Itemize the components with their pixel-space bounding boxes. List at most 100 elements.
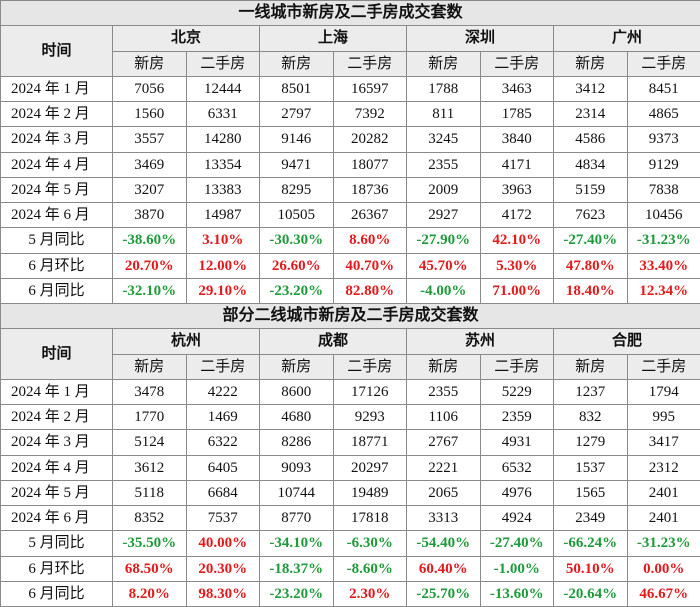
time-header: 时间 [1,329,113,380]
data-cell: 3612 [113,455,187,480]
data-cell: 1788 [407,76,481,101]
sub-header: 二手房 [186,354,260,379]
ratio-cell: 5.30% [480,253,554,278]
ratio-cell: -4.00% [407,278,481,303]
data-cell: 4680 [260,405,334,430]
ratio-cell: -23.20% [260,581,334,606]
ratio-label: 6 月同比 [1,278,113,303]
city-row: 时间北京上海深圳广州 [1,26,700,51]
data-cell: 3417 [627,430,700,455]
ratio-cell: -13.60% [480,581,554,606]
sub-header: 二手房 [480,51,554,76]
data-cell: 9373 [627,127,700,152]
data-cell: 5229 [480,379,554,404]
row-label: 2024 年 3 月 [1,430,113,455]
ratio-row: 6 月同比-32.10%29.10%-23.20%82.80%-4.00%71.… [1,278,700,303]
data-cell: 995 [627,405,700,430]
data-cell: 2009 [407,177,481,202]
data-cell: 4171 [480,152,554,177]
data-cell: 9129 [627,152,700,177]
data-cell: 6405 [186,455,260,480]
data-cell: 1785 [480,102,554,127]
title-row: 一线城市新房及二手房成交套数 [1,1,700,26]
page: 一线城市新房及二手房成交套数时间北京上海深圳广州新房二手房新房二手房新房二手房新… [0,0,700,582]
ratio-label: 5 月同比 [1,531,113,556]
row-label: 2024 年 6 月 [1,203,113,228]
data-cell: 4172 [480,203,554,228]
data-cell: 3469 [113,152,187,177]
data-cell: 2065 [407,480,481,505]
ratio-cell: 33.40% [627,253,700,278]
data-cell: 7623 [554,203,628,228]
time-header: 时间 [1,26,113,77]
data-cell: 18736 [333,177,407,202]
data-cell: 6532 [480,455,554,480]
data-cell: 2797 [260,102,334,127]
data-cell: 26367 [333,203,407,228]
data-cell: 832 [554,405,628,430]
data-cell: 2927 [407,203,481,228]
ratio-cell: -38.60% [113,228,187,253]
sub-header: 新房 [554,51,628,76]
data-cell: 1279 [554,430,628,455]
data-cell: 8451 [627,76,700,101]
ratio-cell: -6.30% [333,531,407,556]
title-row: 部分二线城市新房及二手房成交套数 [1,304,700,329]
sub-header: 二手房 [480,354,554,379]
ratio-cell: 29.10% [186,278,260,303]
data-cell: 17818 [333,506,407,531]
data-cell: 2767 [407,430,481,455]
data-cell: 3412 [554,76,628,101]
sub-header: 新房 [407,51,481,76]
data-cell: 10505 [260,203,334,228]
data-cell: 9093 [260,455,334,480]
ratio-cell: -18.37% [260,556,334,581]
ratio-cell: 82.80% [333,278,407,303]
ratio-cell: 18.40% [554,278,628,303]
ratio-cell: 8.20% [113,581,187,606]
data-cell: 1237 [554,379,628,404]
sub-header: 二手房 [333,354,407,379]
data-cell: 811 [407,102,481,127]
data-cell: 3245 [407,127,481,152]
data-cell: 2355 [407,379,481,404]
data-cell: 3963 [480,177,554,202]
data-cell: 4865 [627,102,700,127]
data-cell: 1565 [554,480,628,505]
data-cell: 3463 [480,76,554,101]
ratio-cell: -8.60% [333,556,407,581]
data-cell: 4976 [480,480,554,505]
data-cell: 6322 [186,430,260,455]
data-cell: 7392 [333,102,407,127]
row-label: 2024 年 2 月 [1,102,113,127]
city-header: 深圳 [407,26,554,51]
ratio-cell: -23.20% [260,278,334,303]
city-header: 合肥 [554,329,700,354]
data-cell: 8501 [260,76,334,101]
ratio-label: 6 月环比 [1,556,113,581]
ratio-cell: -27.40% [480,531,554,556]
ratio-cell: 2.30% [333,581,407,606]
ratio-cell: 40.70% [333,253,407,278]
data-cell: 3870 [113,203,187,228]
data-cell: 2312 [627,455,700,480]
ratio-cell: 47.80% [554,253,628,278]
ratio-cell: -54.40% [407,531,481,556]
sub-header: 新房 [260,51,334,76]
ratio-cell: 46.67% [627,581,700,606]
ratio-cell: -27.40% [554,228,628,253]
data-cell: 13354 [186,152,260,177]
data-cell: 8286 [260,430,334,455]
data-cell: 4834 [554,152,628,177]
data-cell: 18771 [333,430,407,455]
data-cell: 5159 [554,177,628,202]
ratio-cell: -30.30% [260,228,334,253]
data-cell: 3313 [407,506,481,531]
sub-header: 新房 [554,354,628,379]
